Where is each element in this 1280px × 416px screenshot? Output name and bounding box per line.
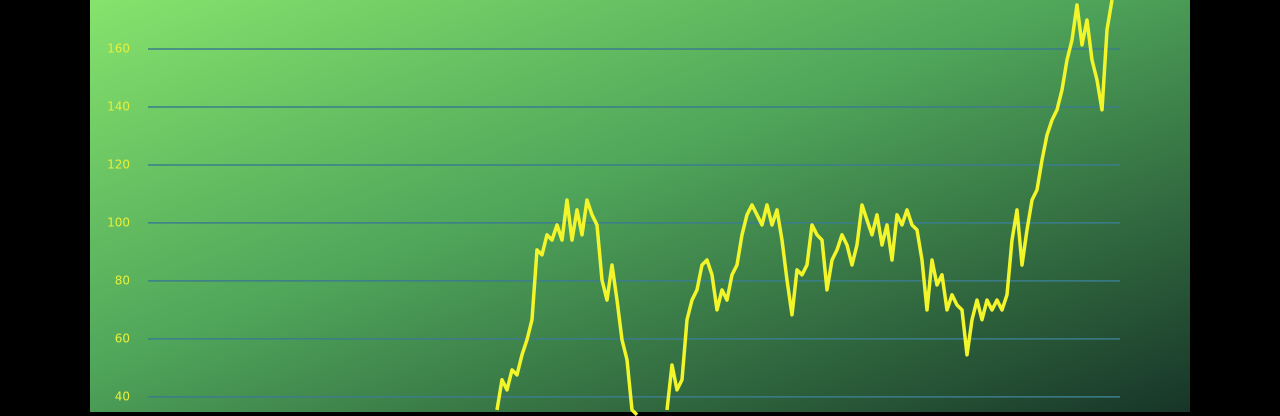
y-tick-label: 120 xyxy=(107,157,130,171)
y-tick-label: 140 xyxy=(107,99,130,113)
y-tick-label: 160 xyxy=(107,41,130,55)
y-tick-label: 80 xyxy=(115,273,130,287)
plot-background xyxy=(90,0,1190,412)
y-tick-label: 40 xyxy=(115,389,130,403)
y-tick-label: 60 xyxy=(115,331,130,345)
y-tick-label: 100 xyxy=(107,215,130,229)
line-series xyxy=(495,0,1114,416)
